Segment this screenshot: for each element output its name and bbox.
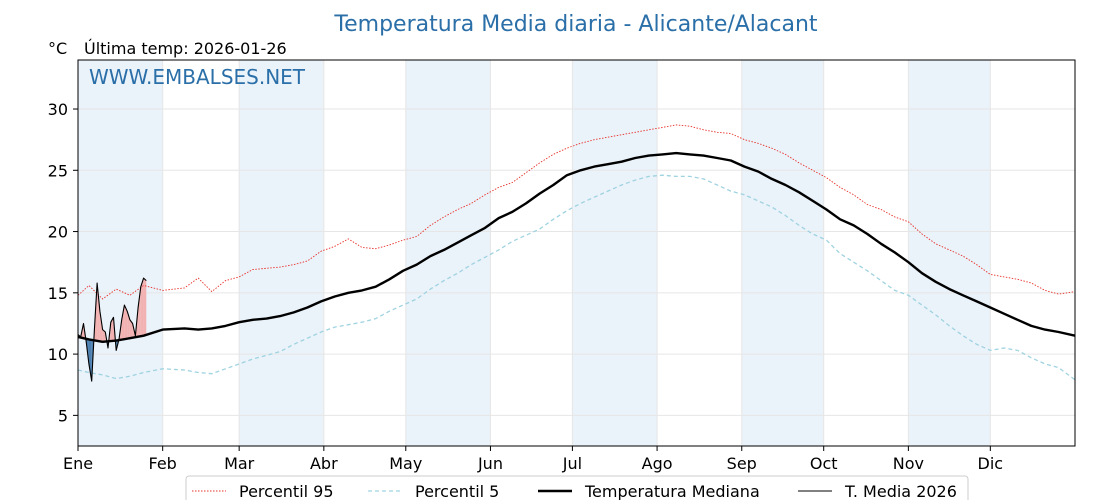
chart-title: Temperatura Media diaria - Alicante/Alac…: [333, 12, 818, 37]
unit-label: °C: [48, 39, 67, 58]
y-tick-label: 30: [48, 100, 68, 119]
y-tick-label: 20: [48, 223, 68, 242]
x-tick-label: May: [389, 454, 422, 473]
month-band: [908, 60, 991, 446]
x-axis-ticks: Ene Feb Mar Abr May Jun Jul Ago Sep Oct Nov Dic: [63, 446, 1003, 473]
legend-label: Temperatura Mediana: [584, 482, 760, 500]
series-line-dashed: [77, 174, 1076, 381]
above-median-fill: [97, 283, 100, 342]
y-axis-ticks: 5 10 15 20 25 30: [48, 100, 78, 425]
x-tick-label: Ago: [642, 454, 673, 473]
below-median-fill: [88, 339, 92, 382]
series-line-dotted: [77, 124, 1076, 300]
x-tick-label: Oct: [810, 454, 838, 473]
y-tick-label: 15: [48, 284, 68, 303]
x-tick-label: Sep: [727, 454, 757, 473]
above-median-fill: [138, 286, 141, 337]
y-tick-label: 25: [48, 161, 68, 180]
above-median-fill: [129, 319, 133, 339]
legend: Percentil 95 Percentil 5 Temperatura Media…: [185, 475, 969, 500]
x-tick-label: Dic: [978, 454, 1004, 473]
series-line-thick: [77, 151, 1076, 343]
above-median-fill: [102, 329, 106, 342]
month-band: [741, 60, 824, 446]
x-tick-label: Feb: [149, 454, 177, 473]
x-tick-label: Jul: [562, 454, 582, 473]
x-tick-label: Abr: [310, 454, 338, 473]
legend-label: Percentil 5: [415, 482, 499, 500]
month-band: [572, 60, 658, 446]
x-tick-label: Jun: [477, 454, 503, 473]
series-line-thin: [77, 277, 147, 382]
last-temp-label: Última temp: 2026-01-26: [84, 39, 287, 58]
above-median-fill: [110, 317, 114, 342]
grid-lines: [77, 60, 1075, 446]
legend-label: Percentil 95: [239, 482, 334, 500]
series-lines: [77, 124, 1076, 382]
x-tick-label: Mar: [224, 454, 255, 473]
above-median-fill: [124, 305, 128, 340]
above-median-fill: [143, 278, 147, 336]
legend-label: T. Media 2026: [844, 482, 957, 500]
month-band: [405, 60, 491, 446]
month-bands: [78, 60, 991, 446]
plot-frame: [77, 59, 1076, 447]
y-tick-label: 10: [48, 345, 68, 364]
legend-box: [185, 475, 969, 500]
month-band: [239, 60, 324, 446]
above-median-fill: [140, 278, 144, 337]
y-tick-label: 5: [58, 406, 68, 425]
watermark: WWW.EMBALSES.NET: [89, 65, 306, 89]
month-band: [78, 60, 163, 446]
above-median-fill: [121, 305, 125, 340]
x-tick-label: Ene: [63, 454, 93, 473]
x-tick-label: Nov: [893, 454, 924, 473]
